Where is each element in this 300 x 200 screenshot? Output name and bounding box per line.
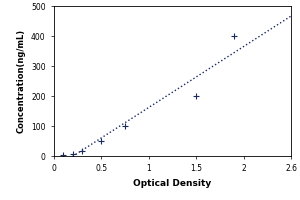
- Point: [123, 124, 128, 128]
- Point: [70, 152, 75, 155]
- Point: [99, 139, 104, 143]
- X-axis label: Optical Density: Optical Density: [134, 179, 212, 188]
- Point: [80, 149, 85, 152]
- Point: [194, 94, 199, 98]
- Y-axis label: Concentration(ng/mL): Concentration(ng/mL): [16, 29, 26, 133]
- Point: [61, 154, 66, 157]
- Point: [232, 34, 236, 38]
